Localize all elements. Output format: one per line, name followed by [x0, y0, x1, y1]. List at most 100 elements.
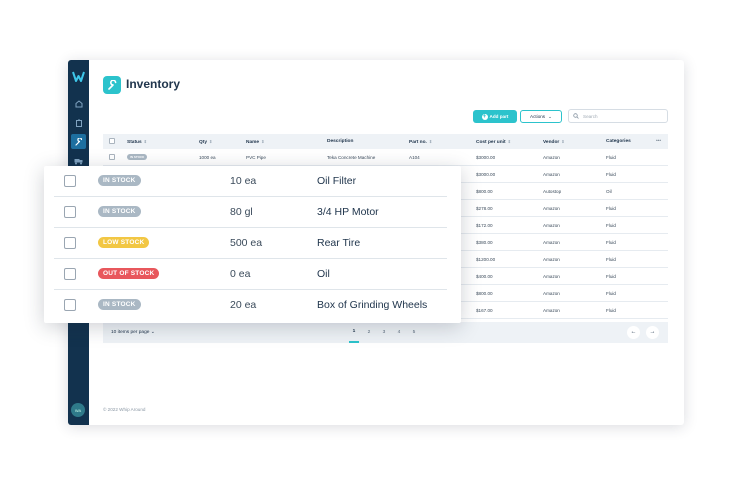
column-vendor[interactable]: Vendor ⇕: [543, 139, 565, 145]
vendor-cell: Amazon: [543, 291, 560, 296]
category-cell: Fluid: [606, 206, 616, 211]
vendor-cell: Amazon: [543, 308, 560, 313]
column-qty[interactable]: Qty ⇕: [199, 139, 213, 145]
list-item[interactable]: IN STOCK 10 ea Oil Filter: [54, 166, 447, 197]
page-4-button[interactable]: 4: [397, 330, 401, 335]
cost-cell: $380.00: [476, 240, 493, 245]
clipboard-icon[interactable]: [71, 115, 86, 130]
row-checkbox[interactable]: [64, 268, 76, 280]
search-input[interactable]: Search: [568, 109, 668, 123]
sort-icon: ⇕: [561, 139, 565, 144]
cost-cell: $172.00: [476, 223, 493, 228]
cost-cell: $3000.00: [476, 172, 496, 177]
table-header: Status ⇕ Qty ⇕ Name ⇕ Description Part no. ⇕…: [103, 134, 668, 149]
cost-cell: $1200.00: [476, 257, 496, 262]
list-item[interactable]: LOW STOCK 500 ea Rear Tire: [54, 228, 447, 259]
category-cell: Fluid: [606, 274, 616, 279]
status-badge: IN STOCK: [127, 154, 148, 160]
prev-page-button[interactable]: ←: [627, 326, 640, 339]
cost-cell: $400.00: [476, 274, 493, 279]
logo-icon: [72, 71, 85, 82]
name-cell: Box of Grinding Wheels: [317, 299, 428, 311]
vendor-cell: Amazon: [543, 257, 560, 262]
qty-cell: 20 ea: [230, 299, 257, 311]
name-cell: Rear Tire: [317, 237, 361, 249]
search-icon: [573, 113, 579, 119]
page-2-button[interactable]: 2: [367, 330, 371, 335]
category-cell: Fluid: [606, 223, 616, 228]
cost-cell: $800.00: [476, 189, 493, 194]
row-checkbox[interactable]: [64, 299, 76, 311]
wrench-icon: [103, 76, 121, 94]
status-badge: OUT OF STOCK: [98, 268, 160, 279]
add-part-label: Add part: [489, 114, 509, 119]
sort-icon: ⇕: [507, 139, 511, 144]
row-checkbox[interactable]: [64, 237, 76, 249]
category-cell: Fluid: [606, 240, 616, 245]
column-status[interactable]: Status ⇕: [127, 139, 148, 145]
status-badge: IN STOCK: [98, 299, 141, 310]
truck-icon[interactable]: [71, 153, 86, 168]
select-all-checkbox[interactable]: [109, 138, 115, 144]
status-badge: IN STOCK: [98, 175, 141, 186]
chevron-down-icon: ⌄: [548, 113, 552, 119]
more-options-icon[interactable]: •••: [656, 139, 662, 144]
add-part-button[interactable]: + Add part: [473, 110, 517, 123]
actions-button[interactable]: Actions ⌄: [520, 110, 562, 123]
name-cell: PVC Pipe: [246, 155, 266, 160]
vendor-cell: Amazon: [543, 155, 560, 160]
sort-icon: ⇕: [209, 139, 213, 144]
items-per-page-select[interactable]: 10 items per page ⌄: [111, 330, 155, 335]
page-3-button[interactable]: 3: [382, 330, 386, 335]
sort-icon: ⇕: [428, 139, 433, 144]
column-part-no[interactable]: Part no. ⇕: [409, 139, 433, 145]
category-cell: Fluid: [606, 172, 616, 177]
name-cell: Oil Filter: [317, 175, 357, 187]
page-1-button[interactable]: 1: [349, 322, 359, 343]
vendor-cell: Amazon: [543, 206, 560, 211]
row-checkbox[interactable]: [109, 154, 115, 160]
page-title: Inventory: [126, 77, 181, 91]
list-item[interactable]: IN STOCK 20 ea Box of Grinding Wheels: [54, 290, 447, 321]
qty-cell: 500 ea: [230, 237, 263, 249]
name-cell: 3/4 HP Motor: [317, 206, 379, 218]
sort-icon: ⇕: [143, 139, 148, 144]
name-cell: Oil: [317, 268, 330, 280]
actions-label: Actions: [530, 114, 546, 119]
cost-cell: $800.00: [476, 291, 493, 296]
vendor-cell: Amazon: [543, 240, 560, 245]
wrench-icon[interactable]: [71, 134, 86, 149]
cost-cell: $278.00: [476, 206, 493, 211]
sort-icon: ⇕: [261, 139, 265, 144]
row-checkbox[interactable]: [64, 175, 76, 187]
row-checkbox[interactable]: [64, 206, 76, 218]
list-item[interactable]: OUT OF STOCK 0 ea Oil: [54, 259, 447, 290]
list-item[interactable]: IN STOCK 80 gl 3/4 HP Motor: [54, 197, 447, 228]
category-cell: Fluid: [606, 308, 616, 313]
cost-cell: $3000.00: [476, 155, 496, 160]
pagination-bar: 10 items per page ⌄ 1 2 3 4 5 ← →: [103, 322, 668, 343]
vendor-cell: Autostop: [543, 189, 562, 194]
next-page-button[interactable]: →: [646, 326, 659, 339]
column-name[interactable]: Name ⇕: [246, 139, 265, 145]
vendor-cell: Amazon: [543, 274, 560, 279]
qty-cell: 1000 ea: [199, 155, 216, 160]
page-5-button[interactable]: 5: [412, 330, 416, 335]
column-categories[interactable]: Categories: [606, 139, 631, 144]
column-cost[interactable]: Cost per unit ⇕: [476, 139, 511, 145]
zoomed-table-card: IN STOCK 10 ea Oil Filter IN STOCK 80 gl…: [44, 166, 461, 323]
column-description[interactable]: Description: [327, 139, 354, 144]
category-cell: Fluid: [606, 257, 616, 262]
avatar[interactable]: WA: [71, 403, 85, 417]
vendor-cell: Amazon: [543, 172, 560, 177]
table-row[interactable]: IN STOCK 1000 ea PVC Pipe Teka Concrete …: [103, 149, 668, 166]
status-badge: IN STOCK: [98, 206, 141, 217]
cost-cell: $167.00: [476, 308, 493, 313]
description-cell: Teka Concrete Machine: [327, 155, 376, 160]
search-placeholder: Search: [583, 113, 598, 119]
status-badge: LOW STOCK: [98, 237, 150, 248]
dashboard-icon[interactable]: [71, 96, 86, 111]
qty-cell: 10 ea: [230, 175, 257, 187]
qty-cell: 80 gl: [230, 206, 253, 218]
